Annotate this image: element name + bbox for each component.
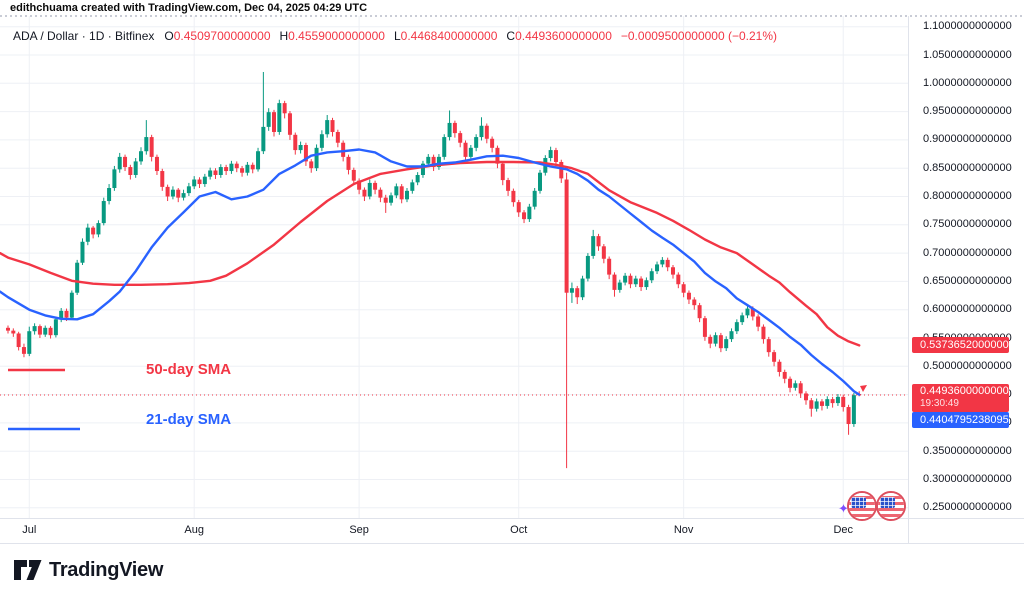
flag-chart-emoji [876,491,906,521]
flag-chart-emoji [847,491,877,521]
tradingview-logo[interactable]: TradingView [14,557,163,583]
price-axis-label: 0.8500000000000 [923,161,1012,174]
price-axis-label: 0.6000000000000 [923,303,1012,316]
time-axis[interactable]: Jul Aug Sep Oct Nov Dec [0,519,1024,543]
sma50-price-value: 0.5373652000000 [920,339,1009,351]
price-axis-label: 0.3000000000000 [923,473,1012,485]
price-axis[interactable]: 1.1000000000000 1.0500000000000 1.00000000… [908,16,1024,543]
time-axis-label: Nov [673,524,694,536]
price-axis-label: 0.2500000000000 [923,501,1012,514]
high-value: 0.4559000000000 [288,29,385,43]
sticker-group: ✦ [836,491,906,523]
open-value: 0.4509700000000 [173,29,271,43]
candles[interactable] [6,71,862,469]
bar-countdown: 19:30:49 [920,398,959,409]
sma50-price-badge: 0.5373652000000 [912,337,1009,353]
price-axis-label: 0.5000000000000 [923,359,1012,372]
price-axis-label: 0.7500000000000 [923,218,1012,231]
low-value: 0.4468400000000 [400,29,498,43]
watermark-attribution: edithchuama created with TradingView.com… [10,2,368,14]
time-axis-label: Dec [833,524,854,536]
price-axis-label: 0.8000000000000 [923,190,1012,202]
sma21-label: 21-day SMA [146,411,232,428]
high-label: H [279,29,289,43]
last-price-value: 0.4493600000000 [920,385,1009,397]
sma21-line[interactable] [0,148,861,396]
time-axis-label: Oct [510,524,528,536]
price-axis-label: 0.3500000000000 [923,444,1012,457]
sparkle-icon: ✦ [838,501,849,516]
price-axis-label: 0.9500000000000 [923,105,1012,118]
sma21-price-value: 0.4404795238095 [920,414,1009,426]
price-axis-label: 1.0500000000000 [923,48,1012,61]
brand-name: TradingView [49,558,164,581]
chart-header: ADA / Dollar · 1D · Bitfinex O0.450970000… [13,28,777,44]
price-axis-label: 0.9000000000000 [923,133,1012,146]
time-axis-label: Aug [184,524,204,536]
flag-canton [851,497,866,508]
flag-canton [880,497,895,508]
price-axis-label: 1.0000000000000 [923,76,1012,89]
price-axis-label: 1.1000000000000 [923,20,1012,33]
sma50-label: 50-day SMA [146,361,232,378]
price-axis-label: 0.7000000000000 [923,246,1012,259]
sma21-price-badge: 0.4404795238095 [912,412,1009,428]
time-axis-label: Sep [349,524,369,536]
close-label: C [506,29,516,43]
price-marker [860,385,867,392]
change-value: −0.0009500000000 (−0.21%) [620,29,778,43]
price-axis-label: 0.6500000000000 [923,274,1012,287]
grid [0,16,908,519]
open-label: O [164,29,174,43]
sma50-line[interactable] [0,160,861,347]
low-label: L [393,29,401,43]
tradingview-mark-icon [14,560,42,580]
last-price-badge: 0.4493600000000 19:30:49 [912,384,1009,412]
axis-borders [0,15,1024,544]
legend-sample-lines [8,368,80,431]
close-value: 0.4493600000000 [515,29,612,43]
symbol-title: ADA / Dollar · 1D · Bitfinex [13,29,155,43]
time-axis-label: Jul [22,524,37,536]
